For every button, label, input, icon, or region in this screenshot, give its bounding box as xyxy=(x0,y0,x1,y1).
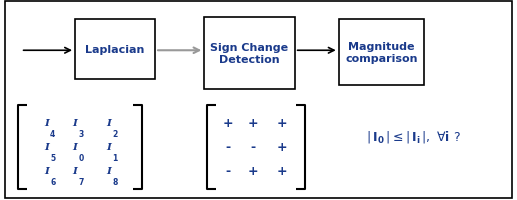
Text: 4: 4 xyxy=(50,130,55,138)
Text: Magnitude
comparison: Magnitude comparison xyxy=(345,42,418,64)
Text: +: + xyxy=(277,165,287,177)
Text: Sign Change
Detection: Sign Change Detection xyxy=(210,43,288,65)
Text: +: + xyxy=(277,141,287,153)
Text: 6: 6 xyxy=(50,178,55,186)
Text: -: - xyxy=(251,141,256,153)
Text: -: - xyxy=(225,165,230,177)
Text: I: I xyxy=(44,143,49,151)
Text: 5: 5 xyxy=(50,154,55,162)
Text: I: I xyxy=(44,119,49,127)
Text: I: I xyxy=(72,143,78,151)
Text: 7: 7 xyxy=(79,178,84,186)
Text: +: + xyxy=(248,165,258,177)
Text: 8: 8 xyxy=(112,178,117,186)
Text: I: I xyxy=(106,167,111,175)
Text: I: I xyxy=(106,119,111,127)
Text: I: I xyxy=(44,167,49,175)
Text: I: I xyxy=(72,167,78,175)
Text: I: I xyxy=(72,119,78,127)
Text: 0: 0 xyxy=(79,154,84,162)
Text: $|\,\mathbf{I_0}\,|\leq|\,\mathbf{I_i}\,|,\ \forall\mathbf{i}\ ?$: $|\,\mathbf{I_0}\,|\leq|\,\mathbf{I_i}\,… xyxy=(366,128,461,144)
Bar xyxy=(339,20,424,86)
Text: +: + xyxy=(277,117,287,129)
Text: I: I xyxy=(106,143,111,151)
Text: Laplacian: Laplacian xyxy=(85,45,145,55)
Text: +: + xyxy=(222,117,233,129)
Text: +: + xyxy=(248,117,258,129)
Bar xyxy=(204,18,295,90)
Bar xyxy=(75,20,155,80)
Text: -: - xyxy=(225,141,230,153)
Text: 2: 2 xyxy=(112,130,117,138)
Text: 3: 3 xyxy=(79,130,84,138)
Text: 1: 1 xyxy=(112,154,117,162)
